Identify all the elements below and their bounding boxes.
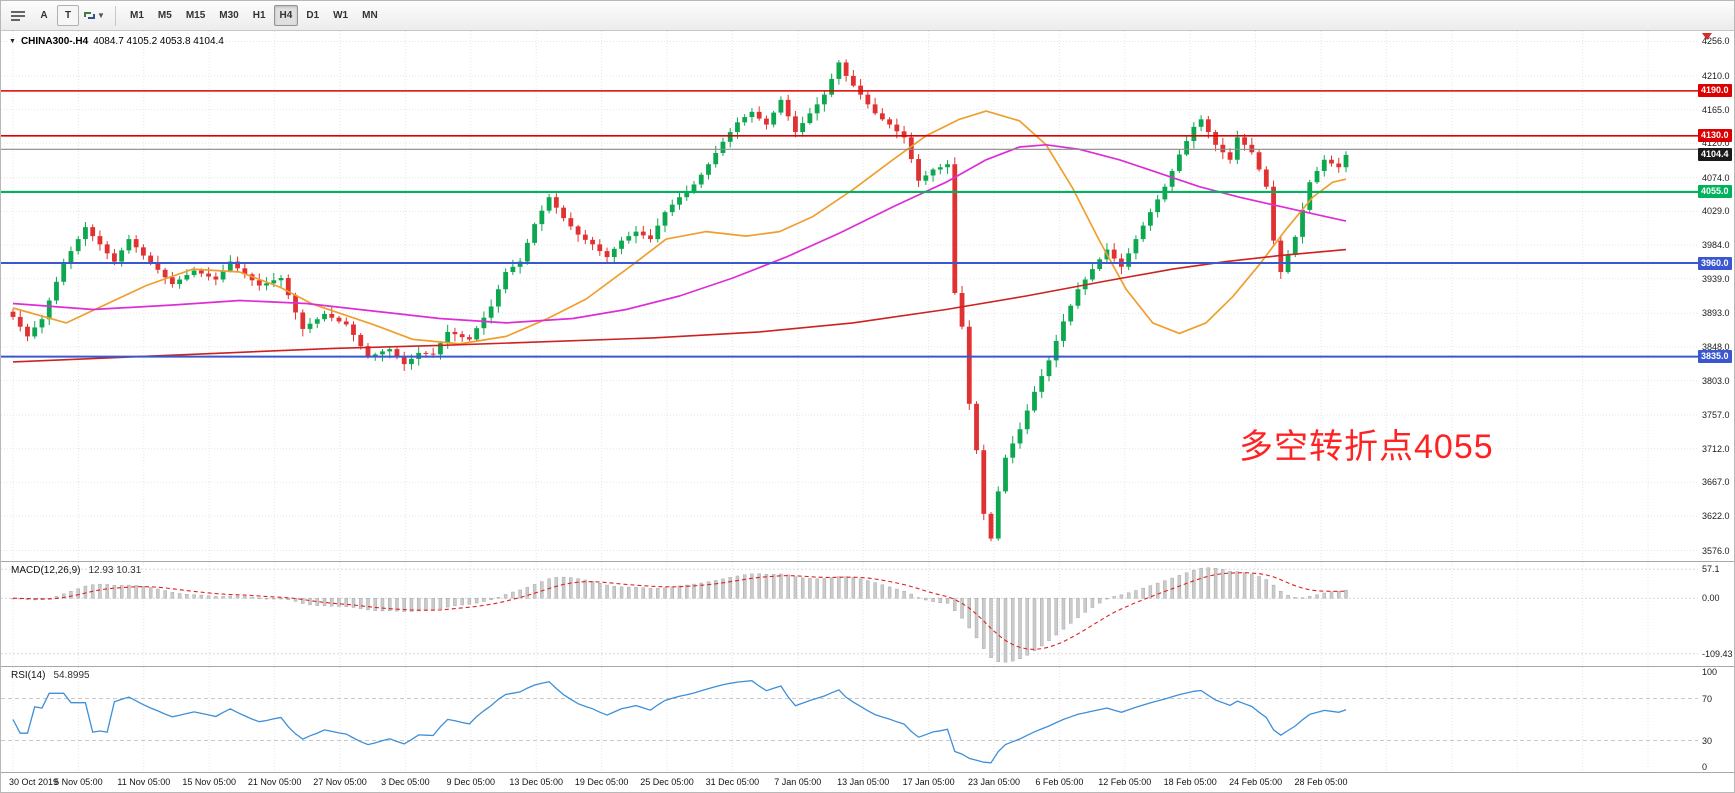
rsi-axis-label: 0	[1702, 762, 1708, 772]
macd-axis[interactable]: 57.1 0.00 -109.43	[1698, 562, 1734, 666]
price-axis-label: 3939.0	[1702, 273, 1730, 284]
time-axis-label: 23 Jan 05:00	[967, 777, 1021, 787]
rsi-axis-label: 100	[1702, 667, 1718, 677]
price-badge-3960.0: 3960.0	[1698, 256, 1732, 270]
macd-axis-label: 0.00	[1702, 593, 1720, 604]
time-axis-label: 18 Feb 05:00	[1163, 777, 1217, 787]
time-axis-label: 31 Dec 05:00	[705, 777, 760, 787]
time-axis[interactable]: 30 Oct 2019 5 Nov 05:00 11 Nov 05:00 15 Nov…	[1, 772, 1698, 792]
timeframe-m1-button[interactable]: M1	[124, 5, 150, 26]
time-axis-label: 5 Nov 05:00	[54, 777, 103, 787]
timeframe-m15-button[interactable]: M15	[180, 5, 211, 26]
candlestick-series	[10, 59, 1349, 542]
rsi-axis[interactable]: 100 70 30 0	[1698, 667, 1734, 772]
main-chart-canvas[interactable]	[1, 31, 1698, 561]
time-axis-label: 17 Jan 05:00	[902, 777, 955, 787]
ma-medium-magenta	[12, 143, 1347, 324]
price-axis-label: 3984.0	[1702, 240, 1730, 251]
macd-signal-line	[12, 572, 1347, 650]
timeframe-m30-button[interactable]: M30	[213, 5, 244, 26]
charts-menu-icon[interactable]	[5, 5, 31, 26]
ohlc-values: 4084.7 4105.2 4053.8 4104.4	[93, 36, 224, 47]
time-axis-label: 7 Jan 05:00	[774, 777, 822, 787]
time-axis-label: 9 Dec 05:00	[446, 777, 496, 787]
toolbar-divider	[115, 5, 116, 26]
time-axis-label: 30 Oct 2019	[9, 777, 59, 787]
time-axis-label: 6 Feb 05:00	[1035, 777, 1084, 787]
hamburger-icon	[11, 10, 25, 21]
price-axis-label: 3848.0	[1702, 341, 1730, 352]
price-axis-label: 4165.0	[1702, 104, 1730, 115]
price-axis-label: 4120.0	[1702, 138, 1730, 149]
chevron-down-icon: ▼	[97, 11, 105, 20]
time-axis-label: 11 Nov 05:00	[117, 777, 171, 787]
price-axis-label: 3576.0	[1702, 545, 1730, 556]
symbol-label: CHINA300-.H4	[20, 36, 89, 47]
rsi-label: RSI(14)	[11, 670, 46, 681]
time-axis-label: 13 Dec 05:00	[509, 777, 563, 787]
timeframe-h4-button[interactable]: H4	[273, 5, 299, 26]
macd-title: MACD(12,26,9) 12.93 10.31	[11, 565, 141, 576]
rsi-axis-label: 70	[1702, 693, 1713, 704]
price-axis-label: 4256.0	[1702, 36, 1730, 47]
price-badge-3835.0: 3835.0	[1698, 350, 1732, 364]
time-axis-label: 21 Nov 05:00	[247, 777, 302, 787]
timeframe-m5-button[interactable]: M5	[152, 5, 178, 26]
price-axis-label: 3622.0	[1702, 511, 1730, 522]
time-axis-label: 27 Nov 05:00	[313, 777, 367, 787]
timeframe-h1-button[interactable]: H1	[247, 5, 272, 26]
scale-marker-icon	[1702, 33, 1712, 40]
rsi-panel-divider[interactable]	[1, 666, 1734, 667]
price-badge-4190.0: 4190.0	[1698, 84, 1732, 98]
a-tool-button[interactable]: A	[33, 5, 55, 26]
time-axis-label: 3 Dec 05:00	[381, 777, 430, 787]
rsi-panel-canvas[interactable]	[1, 667, 1698, 772]
price-axis-label: 3712.0	[1702, 443, 1730, 454]
macd-panel-divider[interactable]	[1, 561, 1734, 562]
macd-current-values: 12.93 10.31	[88, 565, 142, 576]
rsi-line	[12, 680, 1347, 764]
colors-icon	[84, 12, 96, 19]
time-axis-label: 25 Dec 05:00	[640, 777, 694, 787]
toolbar: A T ▼ M1 M5 M15 M30 H1 H4 D1 W1 MN	[1, 1, 1734, 31]
chart-corner-icon: ▼	[9, 38, 16, 45]
rsi-axis-label: 30	[1702, 735, 1713, 746]
macd-axis-label: 57.1	[1702, 564, 1720, 575]
time-axis-divider	[1, 772, 1734, 773]
macd-axis-label: -109.43	[1702, 648, 1733, 659]
time-axis-label: 13 Jan 05:00	[837, 777, 890, 787]
timeframe-d1-button[interactable]: D1	[300, 5, 325, 26]
chart-annotation-text[interactable]: 多空转折点4055	[1239, 428, 1494, 466]
price-axis-label: 4210.0	[1702, 70, 1730, 81]
colors-dropdown-button[interactable]: ▼	[81, 5, 107, 26]
time-axis-label: 12 Feb 05:00	[1098, 777, 1152, 787]
timeframe-mn-button[interactable]: MN	[356, 5, 384, 26]
price-badge-4104.4: 4104.4	[1698, 148, 1732, 162]
macd-panel-canvas[interactable]	[1, 562, 1698, 666]
price-badge-4130.0: 4130.0	[1698, 129, 1732, 143]
time-axis-label: 19 Dec 05:00	[574, 777, 629, 787]
symbol-ohlc-line: ▼ CHINA300-.H4 4084.7 4105.2 4053.8 4104…	[9, 36, 224, 47]
price-axis-label: 4074.0	[1702, 172, 1730, 183]
price-axis-label: 3803.0	[1702, 375, 1730, 386]
price-badge-4055.0: 4055.0	[1698, 185, 1732, 199]
price-axis-label: 4029.0	[1702, 206, 1730, 217]
price-axis-label: 3667.0	[1702, 477, 1730, 488]
text-tool-button[interactable]: T	[57, 5, 79, 26]
macd-label: MACD(12,26,9)	[11, 565, 81, 576]
ma-slow-red	[12, 248, 1347, 363]
time-axis-label: 24 Feb 05:00	[1229, 777, 1283, 787]
time-axis-label: 28 Feb 05:00	[1294, 777, 1348, 787]
price-axis-label: 3757.0	[1702, 410, 1730, 421]
price-axis-label: 3893.0	[1702, 308, 1730, 319]
macd-histogram	[11, 567, 1348, 663]
time-axis-label: 15 Nov 05:00	[182, 777, 236, 787]
rsi-current-value: 54.8995	[53, 670, 90, 681]
timeframe-toolbar: M1 M5 M15 M30 H1 H4 D1 W1 MN	[124, 5, 384, 26]
price-axis[interactable]: 4256.0 4210.0 4165.0 4120.0 4074.0 4029.0 3984…	[1698, 31, 1734, 561]
ma-fast-orange	[12, 110, 1347, 345]
timeframe-w1-button[interactable]: W1	[327, 5, 354, 26]
rsi-title: RSI(14) 54.8995	[11, 670, 90, 681]
